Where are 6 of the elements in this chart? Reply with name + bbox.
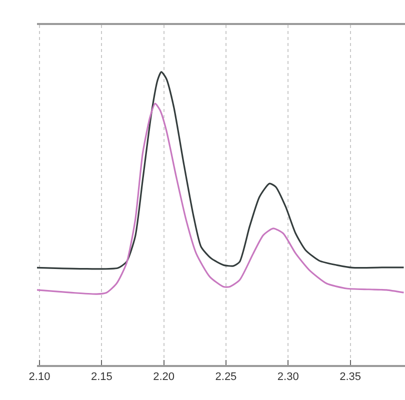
x-tick-label: 2.30 (277, 371, 299, 384)
x-tick-label: 2.15 (90, 371, 112, 384)
x-tick-label: 2.35 (340, 371, 362, 384)
x-tick-label: 2.20 (153, 371, 175, 384)
x-tick-label: 2.25 (215, 371, 237, 384)
x-tick-label: 2.10 (28, 371, 50, 384)
